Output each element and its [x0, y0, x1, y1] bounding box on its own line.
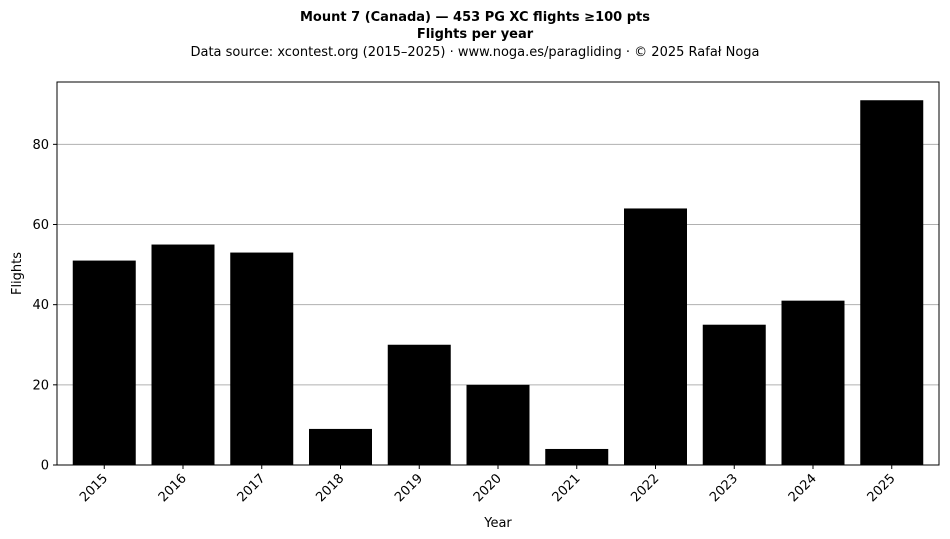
x-tick-label: 2019: [392, 471, 426, 505]
bar-2024: [781, 300, 845, 465]
bar-2017: [230, 252, 294, 465]
bar-2022: [624, 208, 687, 465]
x-tick-label: 2022: [628, 471, 662, 505]
x-tick-label: 2021: [550, 471, 584, 505]
x-tick-label: 2024: [786, 471, 820, 505]
y-axis-ticks: 0 20 40 60 80: [32, 138, 57, 474]
bars: [72, 100, 924, 465]
bar-2015: [72, 260, 136, 465]
bar-2025: [860, 100, 924, 465]
x-tick-label: 2023: [707, 471, 741, 505]
y-tick-label: 0: [41, 459, 49, 474]
x-tick-label: 2017: [235, 471, 269, 505]
bar-2021: [545, 448, 609, 465]
y-axis-label: Flights: [10, 252, 25, 295]
y-tick-label: 20: [32, 378, 49, 393]
chart-subtitle: Data source: xcontest.org (2015–2025) · …: [190, 45, 759, 60]
chart-title-line2: Flights per year: [417, 27, 534, 42]
x-axis-label: Year: [483, 516, 512, 531]
x-tick-label: 2015: [77, 471, 111, 505]
bar-2016: [151, 244, 215, 465]
x-tick-label: 2025: [865, 471, 899, 505]
x-tick-label: 2020: [471, 471, 505, 505]
bar-2019: [387, 344, 451, 465]
bar-2020: [466, 384, 530, 465]
y-tick-label: 80: [32, 138, 49, 153]
x-axis-ticks: 2015 2016 2017 2018 2019 2020 2021 2022 2023 2024…: [77, 465, 899, 505]
x-tick-label: 2018: [313, 471, 347, 505]
x-tick-label: 2016: [156, 471, 190, 505]
chart-title: Mount 7 (Canada) — 453 PG XC flights ≥10…: [300, 10, 650, 25]
y-tick-label: 60: [32, 218, 49, 233]
bar-2023: [702, 324, 766, 465]
bar-2018: [309, 428, 372, 465]
y-tick-label: 40: [32, 298, 49, 313]
